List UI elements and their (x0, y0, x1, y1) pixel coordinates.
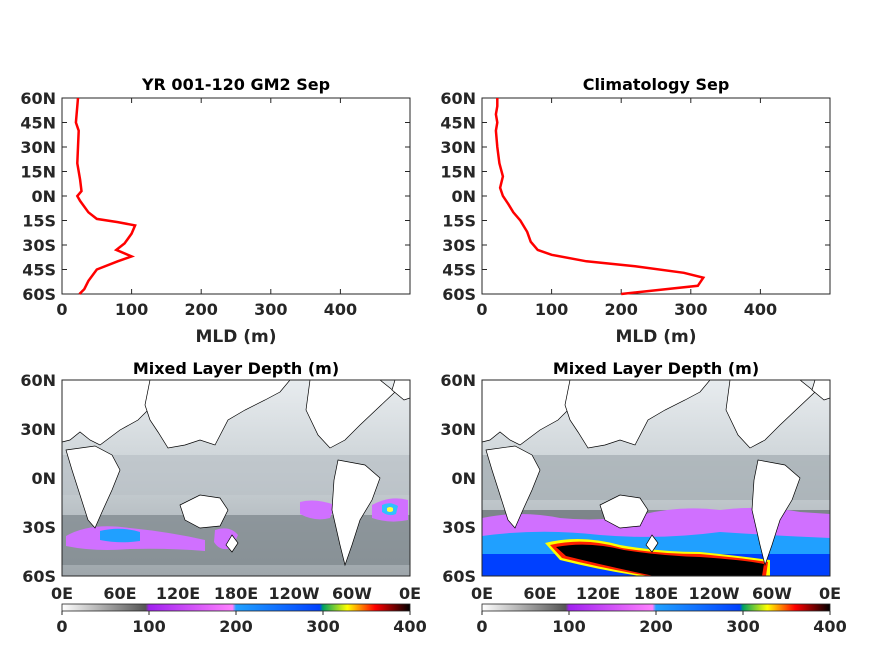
x-tick-label: 200 (184, 300, 217, 319)
colorbar-tick-labels: 0 100 200 300 400 (476, 617, 846, 636)
x-tick-label: 180E (634, 584, 678, 603)
y-tick-label: 60N (20, 371, 56, 390)
map-frame (61, 379, 411, 577)
x-tick-label: 120E (156, 584, 200, 603)
x-tick-label: 120W (688, 584, 739, 603)
panel-bottom-left: Mixed Layer Depth (m) (20, 359, 426, 636)
x-tick-label: 100 (115, 300, 148, 319)
colorbar-tick-label: 200 (219, 617, 252, 636)
colorbar-tick-label: 300 (306, 617, 339, 636)
y-tick-label: 60N (440, 371, 476, 390)
axis-ticks (481, 97, 830, 295)
y-tick-label: 45S (442, 261, 476, 280)
x-axis-label: MLD (m) (615, 327, 696, 347)
y-tick-label: 45N (440, 114, 476, 133)
y-tick-label: 30N (20, 138, 56, 157)
y-tick-label: 30S (442, 518, 476, 537)
x-tick-label: 60W (332, 584, 372, 603)
x-tick-labels: 0E 60E 120E 180E 120W 60W 0E (51, 584, 421, 603)
x-tick-label: 100 (535, 300, 568, 319)
colorbar-ticks (481, 611, 831, 615)
map-title: Mixed Layer Depth (m) (133, 359, 339, 378)
x-tick-labels: 0 100 200 300 400 (476, 300, 777, 319)
y-tick-label: 30S (22, 236, 56, 255)
map-title: Mixed Layer Depth (m) (553, 359, 759, 378)
colorbar-tick-label: 200 (639, 617, 672, 636)
y-tick-label: 60N (20, 89, 56, 108)
colorbar-tick-labels: 0 100 200 300 400 (56, 617, 426, 636)
colorbar-tick-label: 0 (476, 617, 487, 636)
plot-area (61, 97, 411, 295)
y-tick-label: 15S (22, 212, 56, 231)
x-tick-label: 0E (399, 584, 421, 603)
x-tick-label: 60E (103, 584, 136, 603)
colorbar-tick-label: 400 (393, 617, 426, 636)
x-tick-labels: 0E 60E 120E 180E 120W 60W 0E (471, 584, 841, 603)
y-tick-label: 0N (451, 469, 476, 488)
x-tick-labels: 0 100 200 300 400 (56, 300, 357, 319)
mld-map (61, 379, 411, 576)
y-tick-labels: 60N 30N 0N 30S 60S (440, 371, 476, 586)
y-tick-labels: 60N 30N 0N 30S 60S (20, 371, 56, 586)
panel-top-left: YR 001-120 GM2 Sep 60N 45N 30N 15N 0N 15S 30S 4… (20, 75, 411, 347)
map-frame (481, 379, 831, 577)
y-tick-label: 45N (20, 114, 56, 133)
y-tick-label: 60S (442, 285, 476, 304)
colorbar-tick-label: 100 (132, 617, 165, 636)
x-tick-label: 300 (674, 300, 707, 319)
panel-bottom-right: Mixed Layer Depth (m) (440, 359, 846, 636)
y-tick-label: 15S (442, 212, 476, 231)
colorbar-tick-label: 0 (56, 617, 67, 636)
y-tick-label: 15N (20, 163, 56, 182)
colorbar: 0 100 200 300 400 (476, 603, 847, 636)
y-tick-label: 60S (22, 567, 56, 586)
x-tick-label: 0E (51, 584, 73, 603)
y-tick-labels: 60N 45N 30N 15N 0N 15S 30S 45S 60S (20, 89, 56, 304)
y-tick-label: 60N (440, 89, 476, 108)
colorbar: 0 100 200 300 400 (56, 603, 427, 636)
colorbar-tick-label: 400 (813, 617, 846, 636)
y-tick-labels: 60N 45N 30N 15N 0N 15S 30S 45S 60S (440, 89, 476, 304)
colorbar-tick-label: 100 (552, 617, 585, 636)
x-tick-label: 120E (576, 584, 620, 603)
x-tick-label: 120W (268, 584, 319, 603)
y-tick-label: 30N (440, 138, 476, 157)
chart-title: Climatology Sep (583, 75, 730, 94)
colorbar-tick-label: 300 (726, 617, 759, 636)
x-tick-label: 0 (56, 300, 67, 319)
x-tick-label: 400 (744, 300, 777, 319)
mld-series-line (74, 97, 137, 295)
y-tick-label: 0N (31, 469, 56, 488)
x-tick-label: 400 (324, 300, 357, 319)
y-tick-label: 0N (451, 187, 476, 206)
y-tick-label: 0N (31, 187, 56, 206)
x-tick-label: 60E (523, 584, 556, 603)
y-tick-label: 15N (440, 163, 476, 182)
y-tick-label: 30N (440, 420, 476, 439)
x-tick-label: 180E (214, 584, 258, 603)
y-tick-label: 30S (22, 518, 56, 537)
x-axis-label: MLD (m) (195, 327, 276, 347)
y-tick-label: 45S (22, 261, 56, 280)
x-tick-label: 0E (471, 584, 493, 603)
chart-title: YR 001-120 GM2 Sep (141, 75, 330, 94)
panel-top-right: Climatology Sep 60N45N30N15N0N15S30S45S6… (440, 75, 831, 347)
axis-ticks (61, 97, 410, 295)
mld-series-line (494, 98, 706, 296)
y-tick-label: 60S (22, 285, 56, 304)
mld-map (481, 379, 831, 576)
y-tick-label: 60S (442, 567, 476, 586)
x-tick-label: 60W (752, 584, 792, 603)
y-tick-label: 30S (442, 236, 476, 255)
x-tick-label: 200 (604, 300, 637, 319)
y-tick-label: 30N (20, 420, 56, 439)
x-tick-label: 0 (476, 300, 487, 319)
x-tick-label: 0E (819, 584, 841, 603)
x-tick-label: 300 (254, 300, 287, 319)
colorbar-ticks (61, 611, 411, 615)
plot-area (481, 97, 831, 295)
